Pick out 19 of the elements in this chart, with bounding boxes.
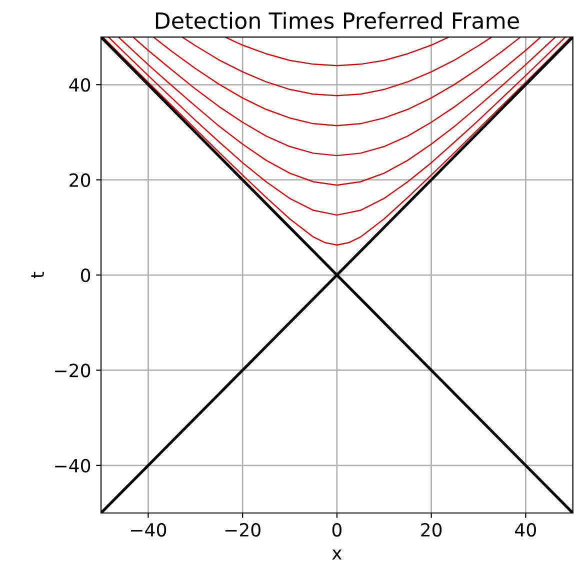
x-tick-label: 0 <box>332 523 342 537</box>
line-series <box>108 37 566 216</box>
y-tick-label: 40 <box>69 78 90 92</box>
y-tick-label: −40 <box>55 458 90 473</box>
x-tick-label: 40 <box>515 523 536 537</box>
y-axis-title: t <box>31 272 44 278</box>
y-tick-label: 20 <box>70 173 90 187</box>
x-tick-label: −40 <box>131 523 166 537</box>
line-series <box>118 37 556 186</box>
y-tick-label: −20 <box>55 364 90 378</box>
line-series <box>152 37 522 126</box>
line-series <box>182 37 492 96</box>
y-tick-label: 0 <box>81 268 90 282</box>
x-tick-label: 20 <box>421 523 442 537</box>
line-series <box>224 37 450 66</box>
line-series <box>132 37 542 156</box>
x-tick-label: −20 <box>225 523 260 537</box>
chart-title: Detection Times Preferred Frame <box>156 12 519 30</box>
x-axis-title: x <box>332 550 342 560</box>
